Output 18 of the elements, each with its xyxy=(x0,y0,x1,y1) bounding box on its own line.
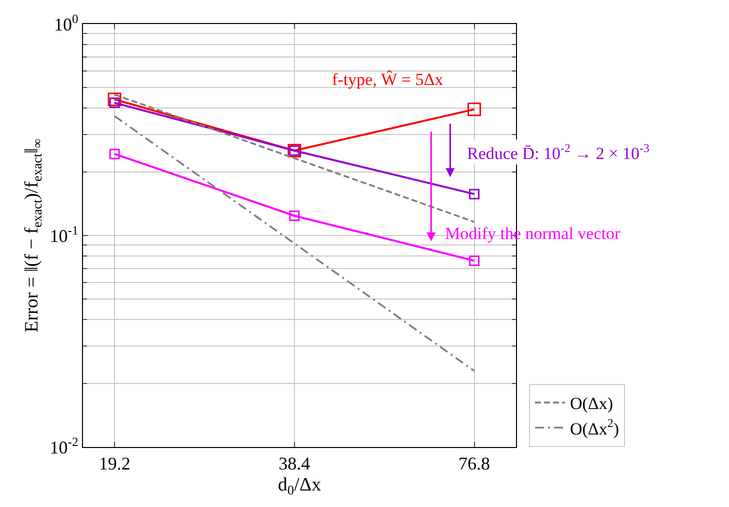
annotation: f-type, Ŵ = 5Δx xyxy=(332,70,444,89)
point xyxy=(108,92,122,106)
point xyxy=(469,188,480,200)
y-tick-label: 10$^{-2}$ xyxy=(50,434,78,458)
x-tick-label: 38.4 xyxy=(278,454,310,474)
point xyxy=(109,98,120,108)
y-tick-label: 10$^{-1}$ xyxy=(50,223,78,246)
annotation: Reduce D̄: 10$^{-2}$ → 2 × 10$^{-3}$ xyxy=(467,141,650,164)
point xyxy=(289,210,300,221)
legend-label: O(Δx) xyxy=(570,394,614,414)
point xyxy=(468,102,482,116)
point xyxy=(469,255,480,266)
x-tick-label: 19.2 xyxy=(98,454,130,474)
x-tick-label: 76.8 xyxy=(458,454,490,474)
y-tick-label: 10$^{0}$ xyxy=(54,12,78,34)
legend-label: O(Δx$^{2}$) xyxy=(570,416,619,438)
point xyxy=(109,148,120,160)
x-axis-title: d$_{0}$/Δx xyxy=(278,474,322,498)
